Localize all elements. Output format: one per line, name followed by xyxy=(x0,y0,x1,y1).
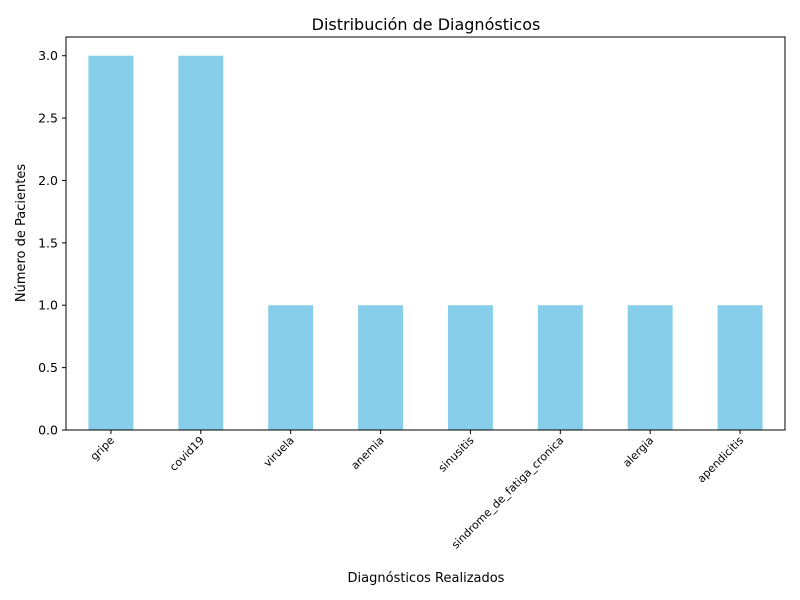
x-tick-label: gripe xyxy=(88,434,117,463)
y-tick-label: 3.0 xyxy=(38,48,58,63)
y-tick-label: 2.0 xyxy=(38,173,58,188)
x-tick-label: viruela xyxy=(261,434,297,470)
x-axis: gripe covid19 viruela anemia sinusitissindro… xyxy=(88,430,747,551)
bar-sindrome_de_fatiga_cronica xyxy=(537,305,583,430)
y-tick-label: 1.0 xyxy=(38,298,58,313)
x-tick-label: sinusitis xyxy=(436,434,477,475)
bar-gripe xyxy=(88,55,134,430)
x-tick-label: apendicitis xyxy=(695,434,747,486)
x-tick-label: alergia xyxy=(620,434,656,470)
bar-viruela xyxy=(268,305,314,430)
bar-anemia xyxy=(358,305,404,430)
y-tick-label: 0.0 xyxy=(38,423,58,438)
bar-alergia xyxy=(627,305,673,430)
bar-covid19 xyxy=(178,55,224,430)
bars-group xyxy=(88,55,763,430)
x-axis-label: Diagnósticos Realizados xyxy=(348,571,505,586)
y-tick-label: 2.5 xyxy=(38,111,58,126)
plot-frame xyxy=(65,36,786,431)
y-tick-label: 0.5 xyxy=(38,360,58,375)
x-tick-label: covid19 xyxy=(167,434,207,474)
bar-sinusitis xyxy=(447,305,493,430)
y-tick-label: 1.5 xyxy=(38,235,58,250)
bar-apendicitis xyxy=(717,305,763,430)
y-axis-label: Número de Pacientes xyxy=(14,164,29,302)
chart-title: Distribución de Diagnósticos xyxy=(312,15,541,34)
x-tick-label: anemia xyxy=(349,434,387,472)
y-axis: 0.0 0.5 1.0 1.5 2.0 2.5 3.0 xyxy=(38,48,66,438)
